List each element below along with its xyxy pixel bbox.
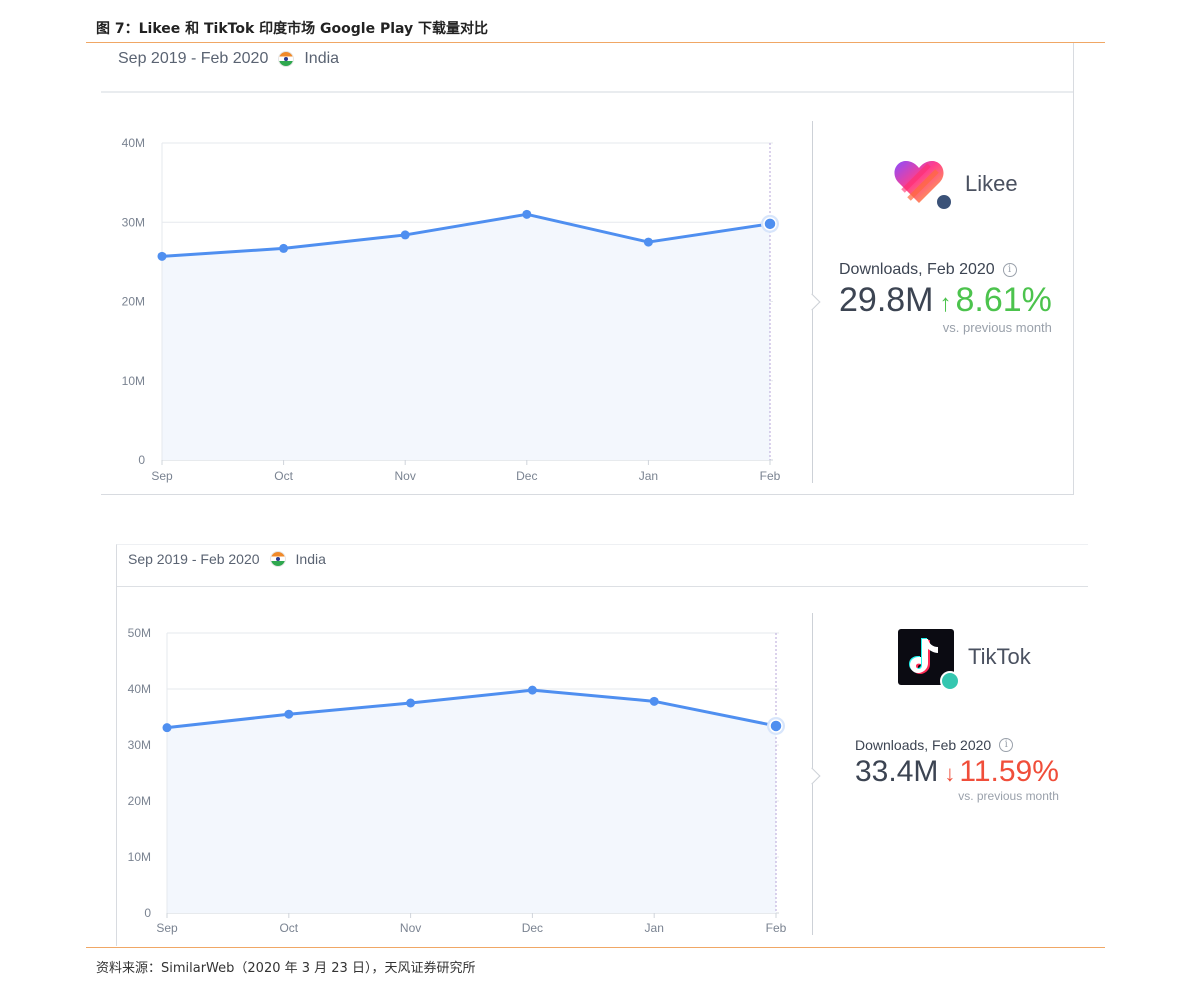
stat-label: Downloads, Feb 2020 [855,737,992,753]
data-point [643,237,653,247]
data-point [763,217,777,231]
arrow-up-icon: ↑ [939,290,952,317]
data-point [279,243,289,253]
x-tick-label: Sep [156,921,178,935]
likee-logo-icon [893,159,953,211]
app-header: Likee [893,159,1018,211]
date-range-selector[interactable]: Sep 2019 - Feb 2020 India [118,50,339,68]
divider-notch [803,767,821,785]
x-tick-label: Feb [760,469,781,483]
stat-value: 29.8M [839,281,934,319]
figure-title: 图 7：Likee 和 TikTok 印度市场 Google Play 下载量对… [96,21,489,37]
x-tick-label: Dec [522,921,543,935]
source-note: 资料来源：SimilarWeb（2020 年 3 月 23 日），天风证券研究所 [96,961,476,976]
divider-notch [803,293,821,311]
info-icon[interactable]: i [999,738,1014,752]
x-tick-label: Nov [400,921,421,935]
x-tick-label: Jan [645,921,664,935]
change-percent: 11.59% [959,755,1059,788]
x-tick-label: Jan [639,469,658,483]
change-percent: 8.61% [955,281,1052,319]
y-tick-label: 40M [128,682,151,696]
header-divider [117,586,1088,587]
tiktok-logo-icon [898,629,960,691]
data-point [400,230,410,240]
x-tick-label: Feb [766,921,787,935]
app-name: TikTok [968,644,1031,669]
area-fill [167,690,776,913]
y-tick-label: 30M [122,215,145,229]
downloads-stat: Downloads, Feb 2020 i 33.4M ↓ 11.59% vs.… [855,737,1059,803]
y-tick-label: 0 [144,906,151,920]
area-fill [162,214,770,460]
y-tick-label: 0 [138,453,145,467]
date-range-selector[interactable]: Sep 2019 - Feb 2020 India [128,551,326,567]
likee-downloads-chart: 0 10M 20M 30M 40M Sep Oct Nov Dec Jan Feb [122,136,781,483]
india-flag-icon [278,51,295,67]
data-point [527,685,537,695]
y-tick-label: 10M [128,850,151,864]
downloads-stat: Downloads, Feb 2020 i 29.8M ↑ 8.61% vs. … [839,261,1052,335]
arrow-down-icon: ↓ [944,761,956,786]
app-name: Likee [965,171,1018,196]
y-tick-label: 30M [128,738,151,752]
data-point [162,723,172,733]
x-tick-label: Nov [395,469,416,483]
x-tick-label: Oct [274,469,293,483]
data-point [522,209,532,219]
date-range-label: Sep 2019 - Feb 2020 [128,551,260,567]
y-tick-label: 20M [128,794,151,808]
stat-label: Downloads, Feb 2020 [839,261,995,278]
info-icon[interactable]: i [1002,263,1017,277]
country-label: India [295,551,326,567]
india-flag-icon [269,551,286,567]
x-tick-label: Sep [151,469,173,483]
app-header: TikTok [898,629,1031,691]
tiktok-panel: Sep 2019 - Feb 2020 India 0 10M 20M 30M 40M 5… [116,544,1088,946]
comparison-note: vs. previous month [942,320,1052,335]
series-line [166,688,777,730]
top-rule [86,42,1105,43]
x-tick-label: Oct [279,921,298,935]
data-point [406,698,416,708]
header-divider [101,91,1073,93]
y-tick-label: 40M [122,136,145,150]
date-range-label: Sep 2019 - Feb 2020 [118,50,269,67]
data-point [769,719,783,733]
comparison-note: vs. previous month [958,789,1059,803]
series-line [161,212,771,258]
tiktok-downloads-chart: 0 10M 20M 30M 40M 50M Sep Oct Nov Dec Jan Feb [128,626,787,935]
y-tick-label: 50M [128,626,151,640]
data-point [649,696,659,706]
y-tick-label: 10M [122,374,145,388]
x-tick-label: Dec [516,469,537,483]
data-point [157,251,167,261]
data-point [284,709,294,719]
bottom-rule [86,947,1105,948]
stat-value: 33.4M [855,755,939,788]
likee-panel: Sep 2019 - Feb 2020 India 0 10M 20M 30M 40M S… [101,43,1074,495]
country-label: India [304,50,340,67]
y-tick-label: 20M [122,295,145,309]
